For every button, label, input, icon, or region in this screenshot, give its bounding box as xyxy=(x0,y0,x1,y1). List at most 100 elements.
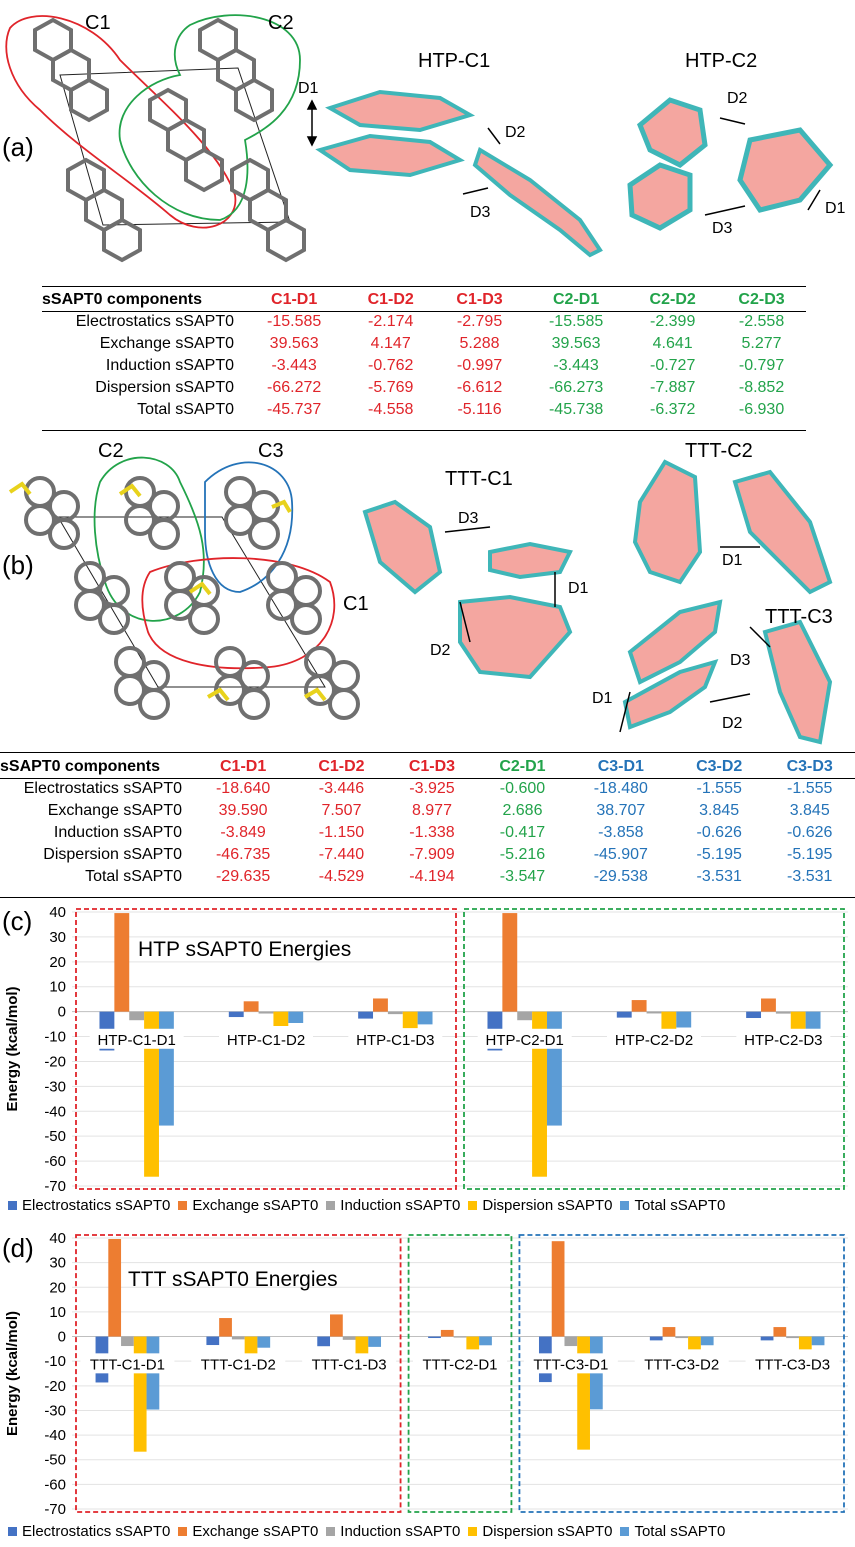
table-a-header-row: sSAPT0 components C1-D1 C1-D2 C1-D3 C2-D1 C2-… xyxy=(42,289,806,311)
table-cell: 39.563 xyxy=(551,335,601,352)
legend-label: Total sSAPT0 xyxy=(634,1197,726,1214)
table-cell: -6.372 xyxy=(649,401,696,418)
table-b: sSAPT0 components C1-D1 C1-D2 C1-D3 C2-D1 C3-… xyxy=(0,756,855,888)
table-row: Induction sSAPT0 -3.443 -0.762 -0.997 -3.443… xyxy=(42,355,806,377)
bar-dispersion xyxy=(273,1011,289,1027)
legend-swatch xyxy=(326,1527,336,1536)
table-row: Electrostatics sSAPT0 -15.585 -2.174 -2.795… xyxy=(42,311,806,333)
table-b-header-row: sSAPT0 components C1-D1 C1-D2 C1-D3 C2-D1 C3-… xyxy=(0,756,855,778)
ttt-c1-d3-label: D3 xyxy=(458,510,479,527)
group-box-green xyxy=(407,1234,513,1513)
table-cell: -8.852 xyxy=(738,379,785,396)
bar-total xyxy=(288,1011,304,1023)
table-header-label: sSAPT0 components xyxy=(0,758,161,775)
bar-exchange xyxy=(243,1001,259,1012)
legend-swatch xyxy=(8,1201,17,1210)
row-label: Total sSAPT0 xyxy=(137,401,234,418)
bar-total xyxy=(546,1011,562,1126)
bar-dispersion xyxy=(688,1336,701,1350)
y-tick-label: 0 xyxy=(58,1329,66,1346)
table-b-header-rule xyxy=(0,778,855,779)
table-cell: -0.797 xyxy=(738,357,785,374)
table-cell: -0.600 xyxy=(499,780,546,797)
category-label: HTP-C2-D3 xyxy=(744,1032,822,1049)
bar-dispersion xyxy=(355,1336,369,1357)
chart-title: TTT sSAPT0 Energies xyxy=(128,1268,338,1291)
cluster-c1-outline xyxy=(5,15,237,229)
bar-total xyxy=(676,1011,692,1028)
table-a-header-rule xyxy=(42,311,806,312)
category-label-bg xyxy=(477,1028,572,1049)
table-cell: -7.440 xyxy=(318,846,365,863)
table-cell: -45.738 xyxy=(548,401,604,418)
table-b-body: Electrostatics sSAPT0 -18.640 -3.446 -3.925… xyxy=(0,778,855,888)
htp-c1-d1-label: D1 xyxy=(298,80,319,97)
category-label-bg xyxy=(607,1028,701,1049)
table-cell: -7.909 xyxy=(409,846,455,863)
legend-label: Electrostatics sSAPT0 xyxy=(22,1523,171,1540)
bar-induction xyxy=(786,1336,799,1339)
distance-arrows xyxy=(306,99,821,216)
cluster-c3-outline xyxy=(204,461,294,593)
y-axis-label: Energy (kcal/mol) xyxy=(4,1311,21,1436)
y-tick-label: 30 xyxy=(49,1255,66,1272)
bar-dispersion xyxy=(466,1336,480,1350)
bar-exchange xyxy=(502,913,518,1012)
table-cell: -2.399 xyxy=(649,313,696,330)
table-cell: -3.443 xyxy=(271,357,317,374)
chart-title: HTP sSAPT0 Energies xyxy=(138,938,351,961)
table-cell: -5.195 xyxy=(787,846,833,863)
table-cell: 5.288 xyxy=(459,335,500,352)
unit-cell xyxy=(57,516,326,688)
table-cell: -3.531 xyxy=(696,868,742,885)
htp-energy-chart: 40 30 20 10 0 -10 -20 -30 -40 -50 -60 -70 Energy (kc… xyxy=(4,904,848,1195)
y-tick-label: -20 xyxy=(44,1378,66,1395)
y-tick-label: -50 xyxy=(44,1128,66,1145)
table-cell: -3.443 xyxy=(553,357,599,374)
bar-electrostatics xyxy=(228,1011,244,1018)
bar-exchange xyxy=(551,1241,565,1337)
group-box-green xyxy=(463,908,845,1190)
distance-arrows xyxy=(444,526,771,733)
legend-swatch xyxy=(178,1201,188,1210)
table-cell: -4.194 xyxy=(409,868,455,885)
bar-exchange xyxy=(219,1318,232,1337)
ttt-c1-d1-label: D1 xyxy=(568,580,589,597)
category-label-bg xyxy=(191,1353,286,1374)
table-cell: -15.585 xyxy=(267,313,322,330)
table-a-top-rule xyxy=(42,286,806,287)
bar-dispersion xyxy=(532,1011,547,1177)
htp-c1-d3-label: D3 xyxy=(470,204,491,221)
bar-exchange xyxy=(108,1239,122,1337)
bar-total xyxy=(158,1011,174,1126)
category-label-bg xyxy=(80,1353,175,1374)
table-cell: 5.277 xyxy=(741,335,782,352)
thiophene-sulfur-marks xyxy=(8,481,327,702)
table-cell: -3.547 xyxy=(499,868,546,885)
table-cell: -6.930 xyxy=(738,401,785,418)
y-tick-label: 30 xyxy=(49,929,66,946)
legend-swatch xyxy=(468,1527,478,1536)
table-cell: -4.529 xyxy=(318,868,365,885)
ttt-c1-title: TTT-C1 xyxy=(445,468,513,490)
table-cell: 39.563 xyxy=(269,335,319,352)
bar-induction xyxy=(675,1336,689,1339)
htp-c1-d2-label: D2 xyxy=(505,124,526,141)
bar-electrostatics xyxy=(746,1011,762,1019)
category-label: TTT-C1-D2 xyxy=(201,1356,276,1373)
legend-swatch xyxy=(8,1527,17,1536)
panel-d-label: (d) xyxy=(2,1233,34,1263)
table-cell: -3.446 xyxy=(318,780,365,797)
bar-electrostatics xyxy=(616,1011,632,1018)
bar-induction xyxy=(564,1336,578,1347)
table-header-label: sSAPT0 components xyxy=(42,291,203,308)
ttt-c3-title: TTT-C3 xyxy=(765,606,833,628)
category-label-bg xyxy=(634,1353,729,1374)
category-label-bg xyxy=(89,1028,184,1049)
table-header-cell: C2-D1 xyxy=(552,291,600,308)
table-cell: -5.195 xyxy=(696,846,742,863)
bar-dispersion xyxy=(402,1011,418,1029)
bar-electrostatics xyxy=(358,1011,374,1019)
table-cell: 2.686 xyxy=(502,802,543,819)
bar-total xyxy=(805,1011,821,1029)
